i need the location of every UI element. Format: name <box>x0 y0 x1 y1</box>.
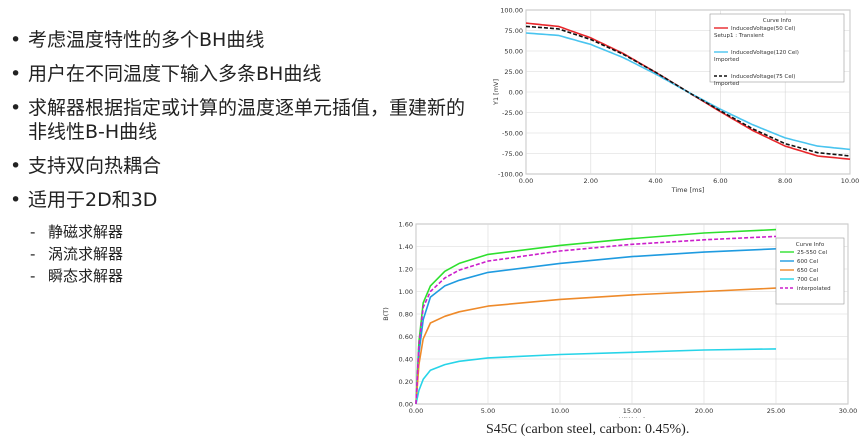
sub-bullet-text: 静磁求解器 <box>48 223 124 241</box>
legend-label: 600 Cel <box>797 259 818 265</box>
y-tick-label: 0.00 <box>509 89 523 97</box>
y-tick-label: -75.00 <box>502 150 523 158</box>
x-tick-label: 20.00 <box>695 407 714 415</box>
x-axis-label: H(KA/m) <box>618 416 645 418</box>
x-tick-label: 25.00 <box>767 407 786 415</box>
sub-bullet-text: 瞬态求解器 <box>48 267 124 285</box>
legend-box <box>775 237 845 305</box>
bullet-marker: • <box>10 189 22 211</box>
sub-bullet-marker: - <box>30 267 36 285</box>
sub-bullet-item: - 瞬态求解器 <box>8 266 478 286</box>
series-line <box>415 228 777 405</box>
series-line <box>415 348 777 405</box>
sub-bullet-item: - 静磁求解器 <box>8 222 478 242</box>
y-tick-label: 1.00 <box>399 288 413 296</box>
sub-bullet-marker: - <box>30 245 36 263</box>
bh-curve-chart: 0.00 5.00 10.00 15.00 20.00 25.00 30.00 1.60 1.4… <box>382 221 858 419</box>
legend-title: Curve Info <box>796 242 825 248</box>
x-tick-label: 8.00 <box>778 177 792 185</box>
bullet-marker: • <box>10 29 22 51</box>
y-axis-label: B(T) <box>382 307 390 321</box>
bullet-marker: • <box>10 97 22 119</box>
x-tick-label: 15.00 <box>623 407 642 415</box>
legend-label: InducedVoltage(120 Cel) <box>731 50 799 56</box>
x-tick-label: 4.00 <box>648 177 662 185</box>
y-tick-label: 50.00 <box>504 48 523 56</box>
y-tick-label: -50.00 <box>502 130 523 138</box>
bullet-list: • 考虑温度特性的多个BH曲线 • 用户在不同温度下输入多条BH曲线 • 求解器根据指… <box>8 28 478 288</box>
bullet-text: 求解器根据指定或计算的温度逐单元插值，重建新的非线性B-H曲线 <box>28 97 466 143</box>
x-tick-label: 2.00 <box>584 177 598 185</box>
y-tick-label: 1.60 <box>399 221 413 229</box>
bullet-text: 适用于2D和3D <box>28 189 158 211</box>
bullet-item: • 用户在不同温度下输入多条BH曲线 <box>8 62 478 86</box>
bullet-item: • 求解器根据指定或计算的温度逐单元插值，重建新的非线性B-H曲线 <box>8 96 478 144</box>
y-tick-label: 0.60 <box>399 333 413 341</box>
legend-label: 650 Cel <box>797 268 818 274</box>
series-line <box>415 287 777 405</box>
figure-caption: S45C (carbon steel, carbon: 0.45%). <box>486 422 690 437</box>
bullet-marker: • <box>10 155 22 177</box>
legend-box <box>709 13 845 83</box>
sub-bullet-text: 涡流求解器 <box>48 245 124 263</box>
y-tick-label: 100.00 <box>500 7 523 15</box>
y-axis-label: Y1 [mV] <box>492 79 500 106</box>
sub-bullet-marker: - <box>30 223 36 241</box>
y-tick-label: 1.20 <box>399 266 413 274</box>
legend-sublabel: Setup1 : Transient <box>714 33 765 39</box>
bullet-text: 支持双向热耦合 <box>28 155 162 177</box>
legend-label: interpolated <box>797 286 831 292</box>
series-line <box>415 235 777 405</box>
series-line <box>415 248 777 405</box>
induced-voltage-chart: 0.00 2.00 4.00 6.00 8.00 10.00 100.00 75.00 50.0… <box>492 7 860 195</box>
legend-title: Curve Info <box>763 18 792 24</box>
y-tick-label: 25.00 <box>504 68 523 76</box>
y-tick-label: -100.00 <box>498 171 523 179</box>
bullet-item: • 支持双向热耦合 <box>8 154 478 178</box>
legend-label: InducedVoltage(50 Cel) <box>731 26 795 32</box>
y-tick-label: -25.00 <box>502 109 523 117</box>
bullet-item: • 适用于2D和3D <box>8 188 478 212</box>
y-tick-label: 0.40 <box>399 356 413 364</box>
y-tick-label: 0.00 <box>399 401 413 409</box>
x-tick-label: 30.00 <box>839 407 858 415</box>
legend-label: InducedVoltage(75 Cel) <box>731 74 795 80</box>
y-tick-label: 75.00 <box>504 27 523 35</box>
x-tick-label: 5.00 <box>481 407 495 415</box>
x-axis-label: Time [ms] <box>671 186 705 194</box>
bullet-text: 用户在不同温度下输入多条BH曲线 <box>28 63 322 85</box>
legend-sublabel: Imported <box>714 81 739 87</box>
bullet-text: 考虑温度特性的多个BH曲线 <box>28 29 265 51</box>
x-tick-label: 10.00 <box>551 407 570 415</box>
legend-sublabel: Imported <box>714 57 739 63</box>
x-tick-label: 0.00 <box>409 407 423 415</box>
x-tick-label: 0.00 <box>519 177 533 185</box>
x-tick-label: 6.00 <box>713 177 727 185</box>
bullet-item: • 考虑温度特性的多个BH曲线 <box>8 28 478 52</box>
series-line <box>525 25 851 157</box>
x-tick-label: 10.00 <box>841 177 860 185</box>
y-tick-label: 0.80 <box>399 311 413 319</box>
legend-label: 25-550 Cel <box>797 250 827 256</box>
y-tick-label: 1.40 <box>399 243 413 251</box>
bullet-marker: • <box>10 63 22 85</box>
y-tick-label: 0.20 <box>399 378 413 386</box>
sub-bullet-item: - 涡流求解器 <box>8 244 478 264</box>
legend-label: 700 Cel <box>797 277 818 283</box>
